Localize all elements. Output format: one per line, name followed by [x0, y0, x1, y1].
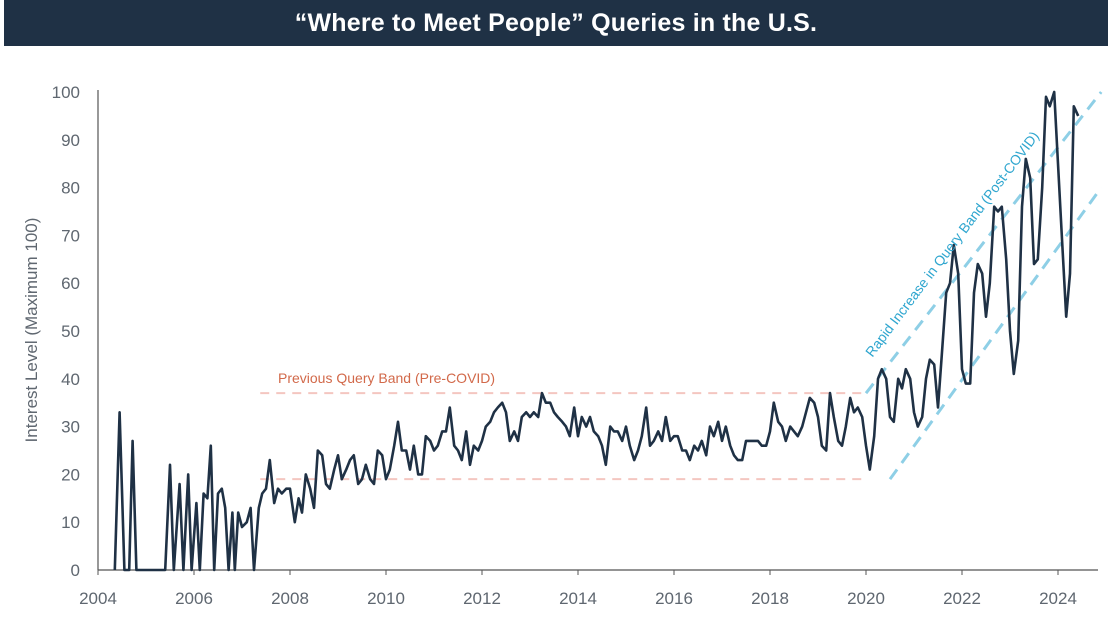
y-tick-label: 60 [61, 274, 80, 293]
x-tick-label: 2024 [1039, 589, 1077, 608]
x-tick-label: 2016 [655, 589, 693, 608]
post-covid-band-line [888, 186, 1103, 481]
chart-title: “Where to Meet People” Queries in the U.… [294, 8, 818, 37]
x-tick-label: 2014 [559, 589, 597, 608]
x-tick-label: 2008 [271, 589, 309, 608]
x-tick-label: 2012 [463, 589, 501, 608]
chart-title-bar: “Where to Meet People” Queries in the U.… [4, 0, 1108, 46]
x-tick-label: 2022 [943, 589, 981, 608]
y-tick-label: 10 [61, 513, 80, 532]
y-tick-label: 40 [61, 370, 80, 389]
post-covid-band-label: Rapid Increase in Query Band (Post-COVID… [862, 128, 1042, 359]
y-tick-label: 80 [61, 179, 80, 198]
series-layer [113, 90, 1080, 572]
x-tick-label: 2006 [175, 589, 213, 608]
y-tick-label: 0 [71, 561, 80, 580]
x-tick-label: 2010 [367, 589, 405, 608]
x-tick-label: 2020 [847, 589, 885, 608]
post-covid-band-line [864, 91, 1103, 395]
y-tick-label: 30 [61, 418, 80, 437]
axes [97, 90, 1098, 571]
y-tick-label: 50 [61, 322, 80, 341]
pre-covid-band-label: Previous Query Band (Pre-COVID) [278, 370, 495, 386]
y-tick-label: 90 [61, 131, 80, 150]
tick-labels: 0 10 20 30 40 50 60 70 80 90 100 2004 2006 2008 2010 20… [52, 83, 1077, 608]
y-axis-title: Interest Level (Maximum 100) [22, 218, 41, 443]
y-tick-label: 20 [61, 465, 80, 484]
y-tick-label: 70 [61, 226, 80, 245]
x-tick-label: 2004 [79, 589, 117, 608]
y-tick-label: 100 [52, 83, 80, 102]
x-tick-label: 2018 [751, 589, 789, 608]
series-line [113, 90, 1080, 572]
